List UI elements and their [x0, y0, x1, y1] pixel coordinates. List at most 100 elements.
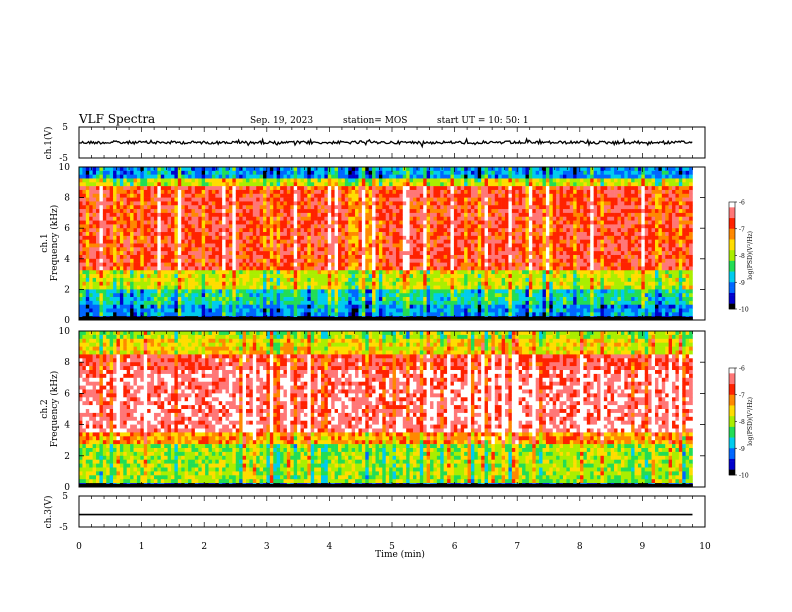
- spectrogram-cell: [113, 235, 117, 240]
- spectrogram-cell: [365, 197, 369, 202]
- spectrogram-cell: [92, 258, 97, 263]
- spectrogram-cell: [481, 174, 485, 179]
- spectrogram-cell: [228, 266, 233, 271]
- spectrogram-cell: [399, 247, 404, 252]
- spectrogram-cell: [222, 262, 226, 267]
- spectrogram-cell: [470, 235, 475, 240]
- spectrogram-cell: [320, 277, 325, 283]
- spectrogram-cell: [320, 274, 325, 279]
- spectrogram-cell: [119, 232, 124, 237]
- spectrogram-cell: [181, 270, 185, 275]
- spectrogram-cell: [368, 189, 373, 195]
- spectrogram-cell: [344, 212, 349, 218]
- spectrogram-cell: [160, 170, 165, 175]
- spectrogram-cell: [467, 220, 472, 225]
- spectrogram-cell: [181, 224, 185, 229]
- spectrogram-cell: [126, 228, 131, 233]
- spectrogram-cell: [225, 270, 230, 275]
- spectrogram-cell: [123, 201, 128, 206]
- spectrogram-cell: [406, 239, 410, 244]
- spectrogram-cell: [89, 220, 93, 225]
- spectrogram-cell: [341, 201, 346, 206]
- spectrogram-cell: [119, 300, 124, 306]
- spectrogram-cell: [331, 277, 335, 283]
- spectrogram-cell: [177, 197, 182, 202]
- spectrogram-cell: [392, 216, 397, 221]
- spectrogram-cell: [382, 189, 387, 195]
- spectrogram-cell: [395, 201, 400, 206]
- spectrogram-cell: [290, 205, 295, 210]
- spectrogram-cell: [130, 270, 134, 275]
- spectrogram-cell: [355, 254, 359, 260]
- spectrogram-cell: [119, 239, 124, 244]
- spectrogram-cell: [140, 285, 145, 290]
- spectrogram-cell: [389, 189, 393, 195]
- spectrogram-cell: [280, 212, 284, 218]
- spectrogram-cell: [201, 220, 206, 225]
- spectrogram-cell: [174, 293, 179, 298]
- spectrogram-cell: [368, 193, 373, 198]
- spectrogram-cell: [82, 182, 87, 187]
- spectrogram-cell: [113, 281, 117, 286]
- spectrogram-cell: [109, 243, 114, 248]
- spectrogram-cell: [470, 205, 475, 210]
- spectrogram-cell: [85, 228, 90, 233]
- spectrogram-cell: [344, 182, 349, 187]
- spectrogram-cell: [487, 266, 492, 271]
- spectrogram-cell: [85, 304, 90, 309]
- spectrogram-cell: [188, 285, 192, 290]
- spectrogram-cell: [208, 224, 213, 229]
- spectrogram-cell: [266, 193, 271, 198]
- spectrogram-cell: [351, 193, 356, 198]
- spectrogram-cell: [436, 209, 441, 214]
- spectrogram-cell: [228, 170, 233, 175]
- spectrogram-cell: [177, 266, 182, 271]
- spectrogram-cell: [167, 243, 172, 248]
- spectrogram-cell: [269, 228, 274, 233]
- spectrogram-cell: [290, 266, 295, 271]
- spectrogram-cell: [487, 297, 492, 302]
- spectrogram-cell: [392, 247, 397, 252]
- spectrogram-cell: [99, 270, 104, 275]
- spectrogram-cell: [300, 186, 305, 191]
- spectrogram-cell: [286, 232, 291, 237]
- date-label: Sep. 19, 2023: [250, 116, 313, 126]
- spectrogram-cell: [324, 182, 329, 187]
- spectrogram-cell: [409, 274, 414, 279]
- spectrogram-cell: [109, 216, 114, 221]
- spectrogram-cell: [382, 293, 387, 298]
- spectrogram-cell: [191, 193, 196, 198]
- spectrogram-cell: [119, 285, 124, 290]
- spectrogram-cell: [222, 178, 226, 183]
- spectrogram-cell: [246, 167, 250, 172]
- spectrogram-cell: [208, 247, 213, 252]
- spectrogram-cell: [409, 228, 414, 233]
- spectrogram-cell: [460, 285, 465, 290]
- spectrogram-cell: [194, 277, 199, 283]
- spectrogram-cell: [450, 312, 455, 317]
- spectrogram-cell: [474, 289, 479, 294]
- spectrogram-cell: [406, 262, 410, 267]
- spectrogram-cell: [419, 247, 424, 252]
- spectrogram-cell: [215, 281, 220, 286]
- spectrogram-cell: [307, 254, 312, 260]
- spectrogram-cell: [198, 178, 202, 183]
- spectrogram-cell: [378, 224, 383, 229]
- spectrogram-cell: [283, 174, 288, 179]
- spectrogram-cell: [232, 258, 237, 263]
- spectrogram-cell: [484, 212, 489, 218]
- spectrogram-cell: [395, 182, 400, 187]
- spectrogram-cell: [443, 281, 448, 286]
- spectrogram-cell: [430, 251, 434, 256]
- spectrogram-cell: [392, 197, 397, 202]
- spectrogram-cell: [358, 228, 363, 233]
- spectrogram-cell: [232, 270, 237, 275]
- spectrogram-cell: [116, 300, 121, 306]
- spectrogram-cell: [395, 293, 400, 298]
- spectrogram-cell: [307, 201, 312, 206]
- spectrogram-cell: [280, 235, 284, 240]
- spectrogram-cell: [395, 289, 400, 294]
- spectrogram-cell: [450, 254, 455, 260]
- spectrogram-cell: [171, 247, 175, 252]
- spectrogram-cell: [433, 178, 438, 183]
